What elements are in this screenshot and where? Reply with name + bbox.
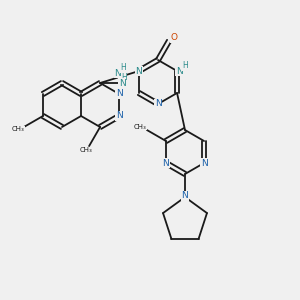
Text: CH₃: CH₃ [80,147,92,153]
Text: H: H [121,74,127,82]
Text: N: N [176,67,182,76]
Text: CH₃: CH₃ [11,126,24,132]
Text: O: O [170,33,178,42]
Text: H: H [121,64,126,73]
Text: N: N [154,100,161,109]
Text: N: N [136,67,142,76]
Text: N: N [182,191,188,200]
Text: H: H [182,61,188,70]
Text: CH₃: CH₃ [134,124,146,130]
Text: N: N [116,112,122,121]
Text: N: N [114,68,121,77]
Text: N: N [163,158,169,167]
Text: N: N [201,158,207,167]
Text: N: N [116,89,122,98]
Text: N: N [119,79,125,88]
